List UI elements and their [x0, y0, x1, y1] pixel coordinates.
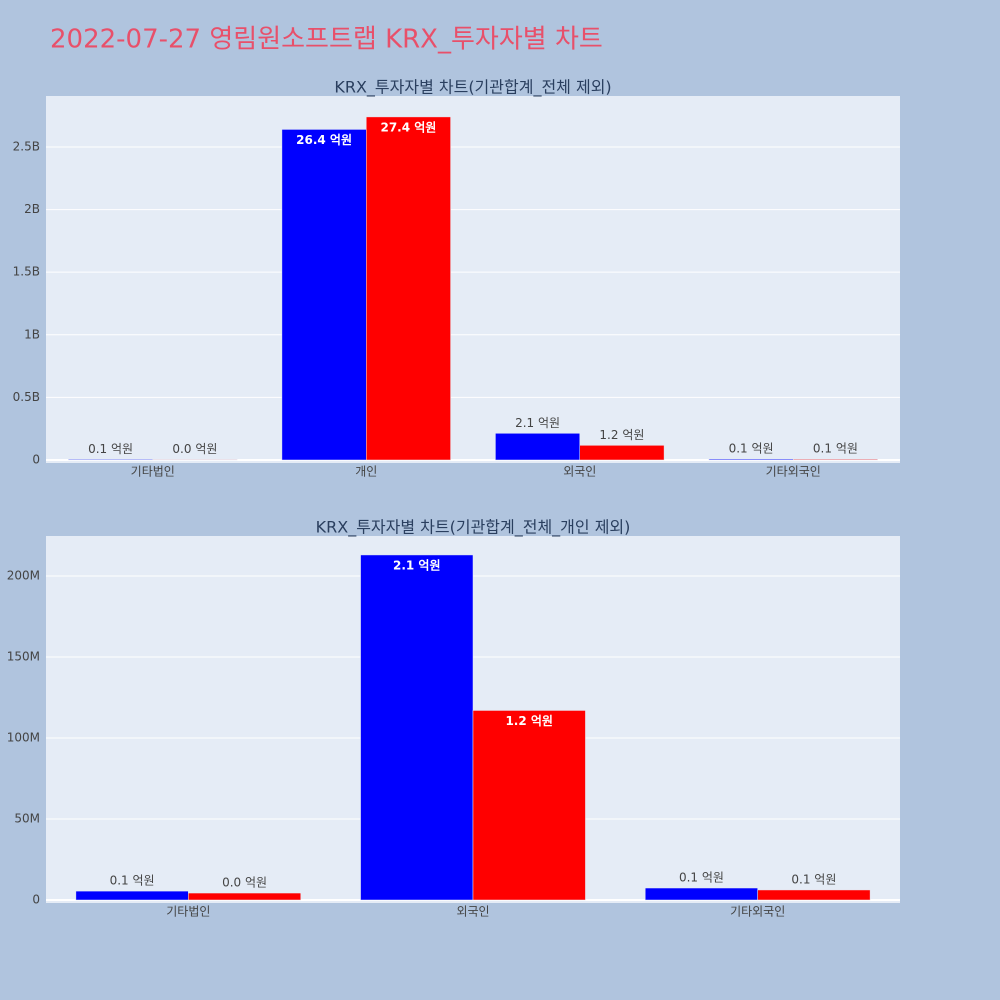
chart-title: KRX_투자자별 차트(기관합계_전체_개인 제외) [316, 518, 631, 538]
value-label: 0.1 억원 [88, 442, 133, 456]
value-label: 2.1 억원 [515, 416, 560, 430]
x-tick-label: 외국인 [563, 465, 596, 479]
x-tick-label: 기타외국인 [730, 905, 785, 919]
value-label: 0.1 억원 [679, 871, 724, 885]
y-tick-label: 2.5B [13, 139, 40, 153]
y-tick-label: 0 [32, 452, 40, 466]
bar [472, 710, 586, 901]
page-title: 2022-07-27 영림원소프트랩 KRX_투자자별 차트 [50, 25, 603, 55]
y-tick-label: 100M [7, 731, 40, 745]
y-tick-label: 200M [7, 569, 40, 583]
value-label: 1.2 억원 [599, 428, 644, 442]
bar [793, 458, 878, 461]
bar [360, 554, 474, 901]
x-tick-label: 기타법인 [166, 905, 210, 919]
x-tick-label: 외국인 [456, 905, 489, 919]
bar [579, 445, 665, 461]
y-tick-label: 0.5B [13, 390, 40, 404]
bar [495, 433, 581, 461]
bar [644, 887, 758, 901]
value-label: 0.0 억원 [172, 442, 217, 456]
value-label: 0.1 억원 [791, 872, 836, 886]
bar [68, 459, 153, 461]
value-label: 0.1 억원 [729, 442, 774, 456]
bar [152, 459, 238, 461]
y-tick-label: 50M [14, 812, 40, 826]
value-label: 1.2 억원 [505, 714, 553, 728]
value-label: 0.1 억원 [110, 874, 155, 888]
y-tick-label: 150M [7, 650, 40, 664]
value-label: 26.4 억원 [296, 133, 352, 147]
chart-title: KRX_투자자별 차트(기관합계_전체 제외) [334, 78, 611, 98]
y-tick-label: 1.5B [13, 265, 40, 279]
x-tick-label: 기타법인 [131, 465, 175, 479]
value-label: 0.0 억원 [222, 876, 267, 890]
bar [708, 458, 794, 461]
value-label: 0.1 억원 [813, 442, 858, 456]
bar [366, 116, 451, 461]
bar [75, 890, 189, 901]
y-tick-label: 1B [24, 327, 40, 341]
y-tick-label: 0 [32, 893, 40, 907]
y-tick-label: 2B [24, 202, 40, 216]
plot-area [46, 96, 900, 463]
x-tick-label: 개인 [355, 465, 377, 479]
bar [757, 889, 871, 901]
value-label: 27.4 억원 [380, 120, 436, 134]
bar [188, 892, 302, 901]
x-tick-label: 기타외국인 [766, 465, 821, 479]
bar [281, 129, 367, 461]
value-label: 2.1 억원 [393, 558, 441, 572]
